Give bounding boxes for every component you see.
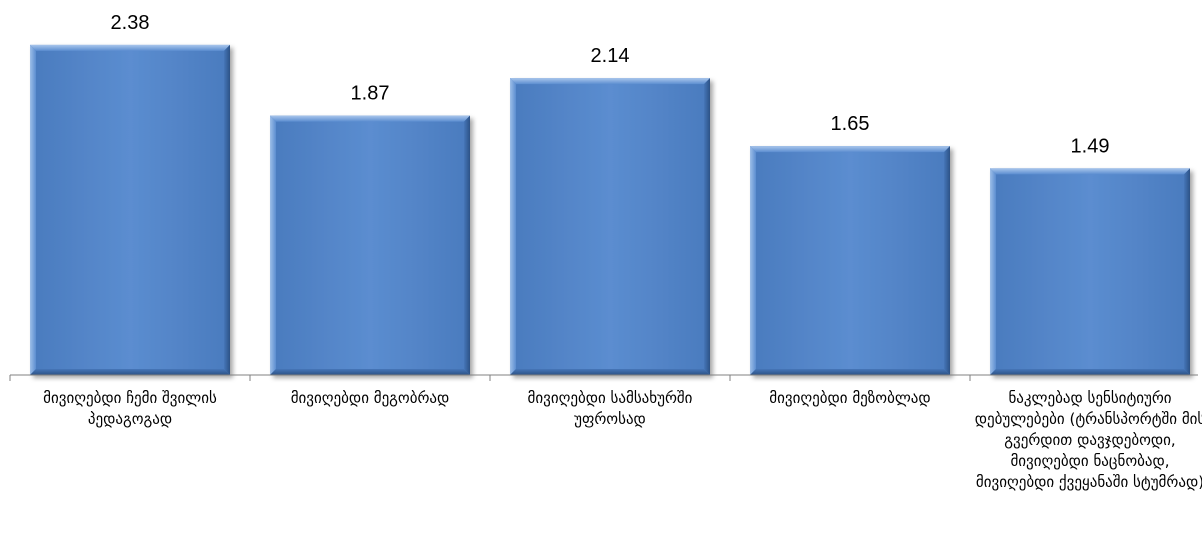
value-label: 2.38 bbox=[111, 12, 150, 34]
value-label: 1.87 bbox=[351, 83, 390, 105]
category-label: მივიღებდი ჩემი შვილის პედაგოგად bbox=[43, 389, 217, 428]
bar bbox=[30, 44, 230, 375]
value-labels-group: 2.38 1.87 2.14 1.65 1.49 bbox=[111, 12, 1110, 157]
category-label: მივიღებდი მეზობლად bbox=[769, 389, 931, 407]
value-label: 2.14 bbox=[591, 45, 630, 67]
value-label: 1.65 bbox=[831, 113, 870, 135]
category-label: მივიღებდი მეგობრად bbox=[290, 389, 450, 407]
bar bbox=[270, 115, 470, 376]
bar bbox=[990, 168, 1190, 375]
value-label: 1.49 bbox=[1071, 135, 1110, 157]
bar bbox=[510, 78, 710, 375]
bar bbox=[750, 146, 950, 375]
category-label: მივიღებდი სამსახურში უფროსად bbox=[527, 389, 693, 428]
category-label: ნაკლებად სენსიტიური დებულებები (ტრანსპორ… bbox=[974, 389, 1202, 491]
x-axis-ticks bbox=[9, 375, 971, 381]
bars-group bbox=[30, 44, 1190, 376]
